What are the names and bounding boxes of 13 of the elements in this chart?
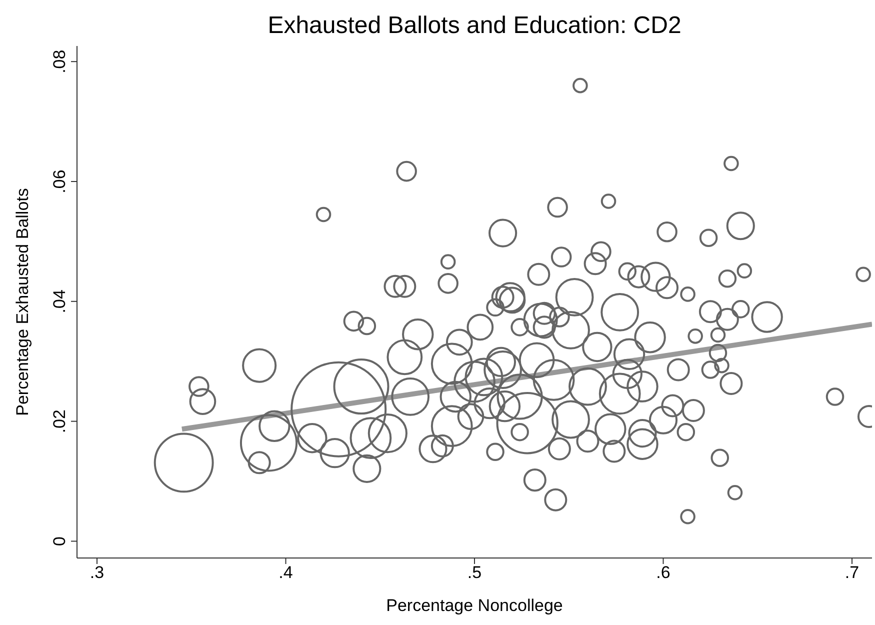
x-tick-label: .5 xyxy=(467,563,482,582)
x-axis-title: Percentage Noncollege xyxy=(386,596,563,615)
x-tick-label: .6 xyxy=(656,563,670,582)
x-tick-label: .7 xyxy=(844,563,860,582)
x-tick-label: .4 xyxy=(278,563,293,582)
y-tick-label: .02 xyxy=(50,409,69,434)
y-tick-label: .06 xyxy=(50,170,69,194)
y-tick-label: 0 xyxy=(50,536,69,546)
chart-title: Exhausted Ballots and Education: CD2 xyxy=(266,12,682,40)
y-axis-title: Percentage Exhausted Ballots xyxy=(13,188,32,416)
y-tick-label: .08 xyxy=(50,50,69,74)
x-tick-label: .3 xyxy=(90,563,104,582)
y-tick-label: .04 xyxy=(50,290,69,314)
